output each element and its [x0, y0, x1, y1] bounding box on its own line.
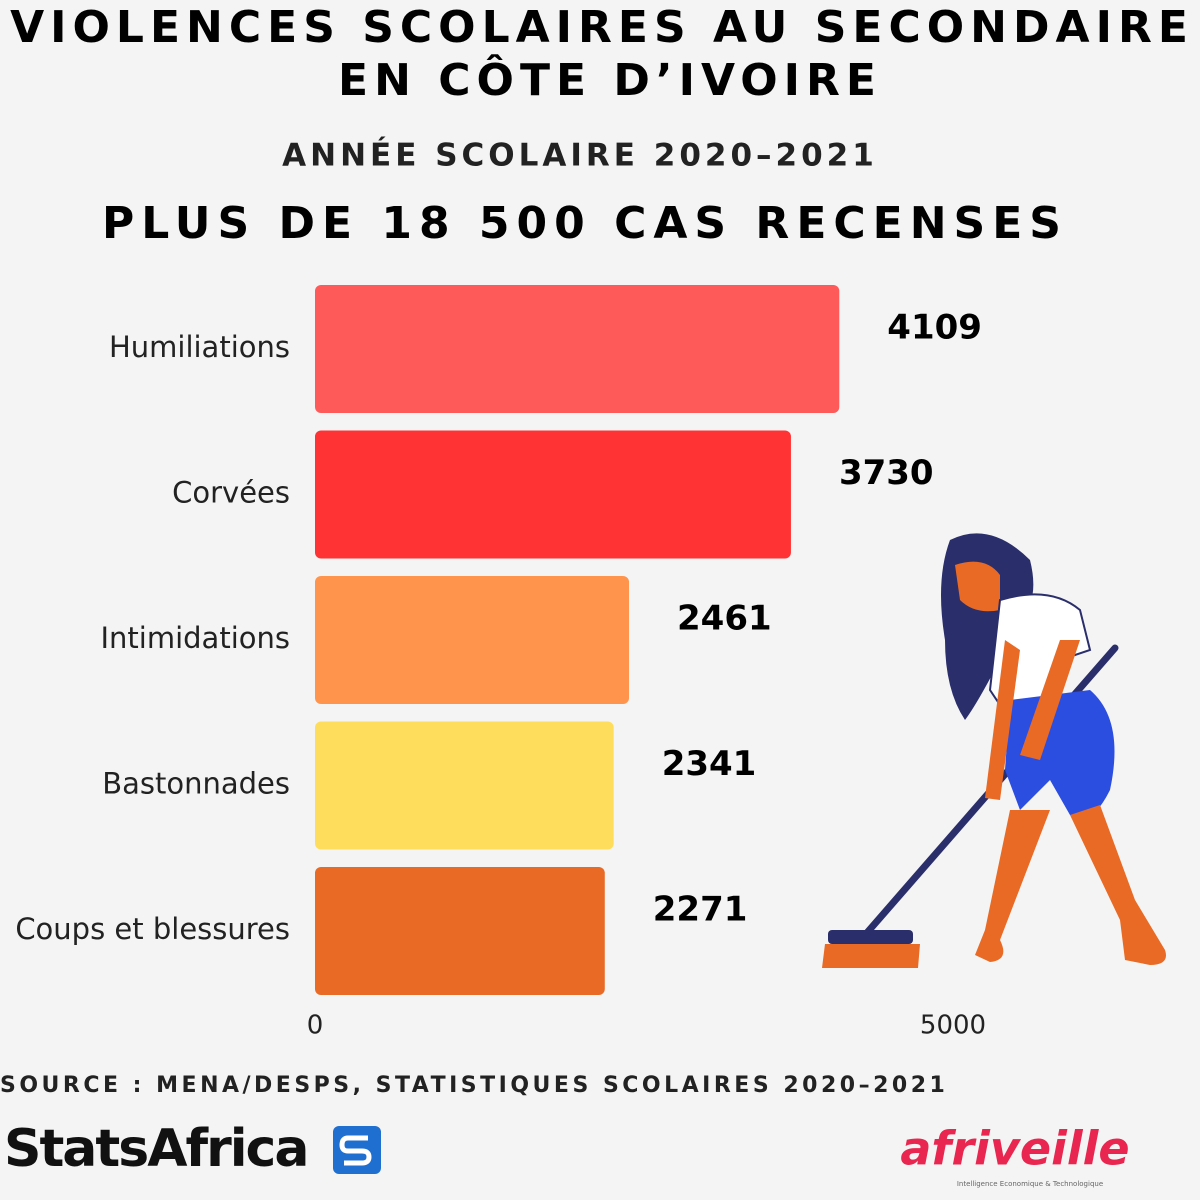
brand-left: StatsAfrica	[4, 1119, 307, 1179]
value-label: 3730	[839, 453, 934, 493]
x-tick-label: 0	[307, 1011, 324, 1041]
value-label: 4109	[887, 308, 982, 348]
bar	[315, 721, 614, 850]
y-tick-label: Coups et blessures	[15, 912, 290, 946]
source: SOURCE : MENA/DESPS, STATISTIQUES SCOLAI…	[0, 1073, 948, 1098]
value-label: 2461	[677, 599, 772, 639]
bar	[315, 576, 630, 704]
bar	[315, 430, 791, 559]
y-tick-label: Humiliations	[109, 330, 290, 364]
y-tick-label: Intimidations	[100, 621, 290, 655]
brand-tagline: Intelligence Economique & Technologique	[957, 1180, 1103, 1188]
bar	[315, 285, 840, 413]
value-label: 2271	[653, 890, 748, 930]
y-tick-label: Corvées	[172, 476, 290, 510]
bar	[315, 867, 605, 995]
x-tick-label: 5000	[920, 1011, 986, 1041]
title-line: VIOLENCES SCOLAIRES AU SECONDAIRE	[10, 2, 1194, 53]
y-tick-label: Bastonnades	[102, 767, 290, 801]
headline: PLUS DE 18 500 CAS RECENSES	[102, 198, 1068, 249]
value-label: 2341	[662, 744, 757, 784]
subtitle: ANNÉE SCOLAIRE 2020–2021	[282, 138, 878, 174]
title-line: EN CÔTE D’IVOIRE	[338, 53, 882, 106]
brand-right: afriveille	[900, 1122, 1129, 1176]
brand-icon	[333, 1126, 381, 1174]
illustration	[822, 533, 1166, 968]
